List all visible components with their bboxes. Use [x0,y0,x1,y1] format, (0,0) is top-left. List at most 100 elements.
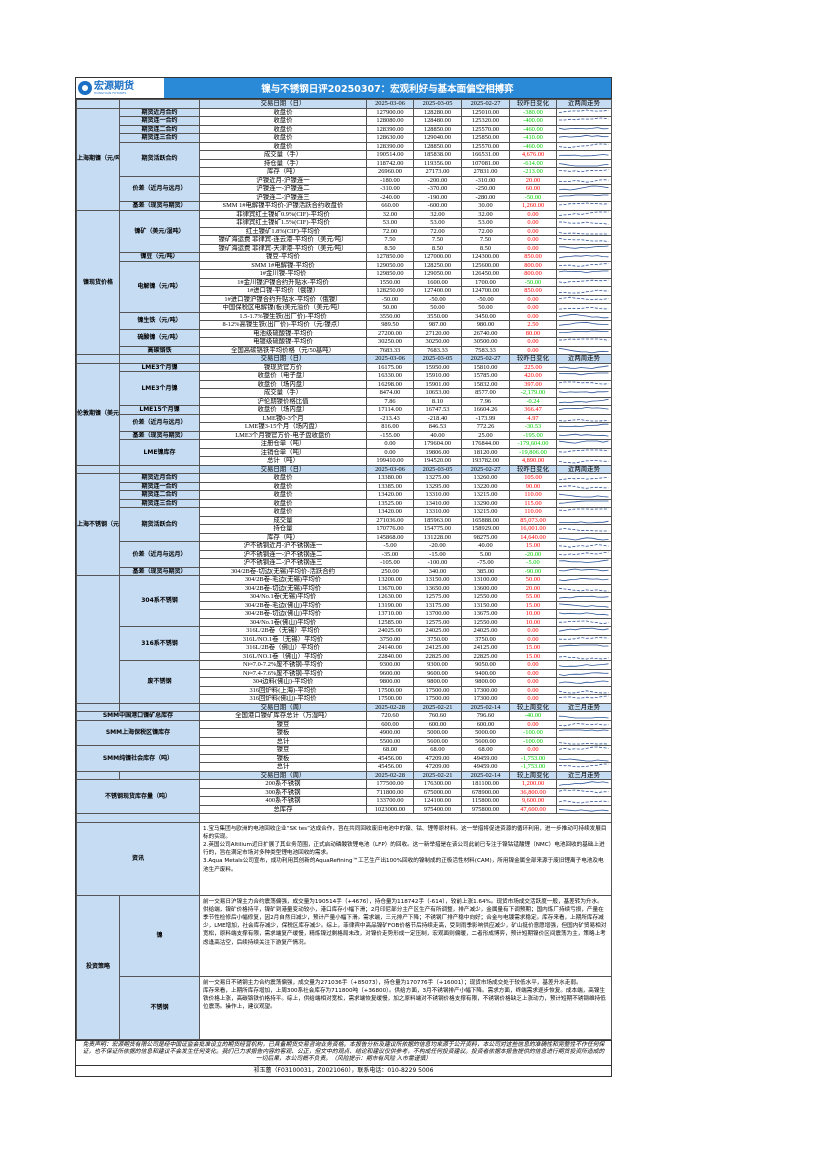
metric-value: 125850.00 [461,133,510,143]
change-value: 90.00 [509,481,557,491]
table-row: 基差（现货与期货） SMM 1#电解镍平均价-沪镍活跃合约收盘价 660.00 -60… [77,201,612,211]
trend-sparkline [558,559,609,564]
trend-cell [556,609,612,619]
metric-value: 13525.00 [366,498,414,508]
metric-value: 13410.00 [413,498,462,508]
metric-name: 300系不锈钢 [199,787,367,797]
metric-value: 12630.00 [366,592,414,602]
trend-cell [556,796,612,806]
metric-name: Ni≈7.4-7.6%废不锈钢-平均价 [199,668,367,678]
metric-value: 975400.00 [413,804,462,814]
trend-sparkline [558,109,609,113]
sparkline-line [558,255,609,259]
metric-value: 13215.00 [461,507,510,517]
metric-value: 5600.00 [461,736,510,746]
table-row: 不锈钢现货库存量（吨） 200系不锈钢 177500.00 176300.00 1811… [76,779,612,814]
metric-name: 电池级硫酸镍-平均价 [199,328,367,338]
trend-sparkline [558,169,609,173]
metric-value: 760.60 [413,711,462,721]
sparkline-line [558,716,609,719]
trend-cell [556,337,612,347]
metric-value: 98275.00 [461,532,510,542]
metric-value: 13215.00 [461,490,510,500]
trend-cell [556,362,612,372]
metric-value: 185838.00 [413,150,462,160]
metric-name: LME镍0-3个月 [199,413,367,423]
metric-name: 镍豆 [199,719,367,729]
sparkline-line [558,460,609,464]
change-value: 1,260.00 [509,201,557,211]
metric-name: 总计 [199,736,367,746]
trend-sparkline [558,789,609,793]
date-label-header: 交易日期（日） [199,464,367,474]
trend-cell [556,456,612,466]
header-blank-cell [119,99,200,109]
metric-value: 13650.00 [413,583,462,593]
metric-name: 1#进口镍沪镍合约升贴水-平均价（俄镍） [199,294,367,304]
data-table: 交易日期（日） 2025-03-06 2025-03-05 2025-02-27 较昨日… [76,99,612,1040]
trend-cell [556,252,612,262]
change-value: 110.00 [509,507,557,517]
trend-sparkline [558,695,609,699]
metric-value: 987.00 [413,320,462,330]
metric-value: 158929.00 [461,524,510,534]
trend-sparkline [558,781,609,787]
trend-sparkline [558,126,609,130]
table-row: 伦敦期镍（美元/吨）LME3个月镍镍现货官方价16175.0015950.001… [76,362,612,466]
trend-cell [556,651,612,661]
metric-value: 5500.00 [366,736,414,746]
table-row: 期货连二合约 收盘价 128390.00 128850.00 125570.00 -460… [77,124,612,134]
change-value: -213.00 [509,167,557,177]
metric-value: 32.00 [366,209,414,219]
change-value: -614.00 [509,158,557,168]
metric-value: 7.50 [461,235,510,245]
sparkline-line [558,596,609,599]
date-column-header: 2025-03-05 [413,464,462,474]
change-value: 0.00 [509,345,557,355]
trend-cell [556,371,612,381]
sparkline-line [558,433,609,437]
metric-value: 115800.00 [461,796,510,806]
table-row: 价差（近月与远月） LME镍0-3个月 -213.43 -218.40 -173.99 4… [77,413,612,432]
trend-cell [556,711,612,721]
trend-sparkline [558,746,609,751]
metric-name: 1#金川镍-平均价 [199,269,367,279]
metric-value: -20.00 [413,541,462,551]
change-value: 115.00 [509,498,557,508]
section-header-row: 交易日期（日） 2025-03-06 2025-03-05 2025-02-27 较昨日… [76,354,612,364]
trend-cell [556,575,612,585]
change-value: 50.00 [509,575,557,585]
metric-value: 50.00 [461,303,510,313]
sparkline-line [559,117,609,121]
metric-name: Ni≈7.0-7.2%废不锈钢-平均价 [199,660,367,670]
metric-value: 124300.00 [461,252,510,262]
spacer-label-cell [76,813,200,823]
metric-value: 125600.00 [461,260,510,270]
metric-value: 9300.00 [413,660,462,670]
table-row: 镍矿海运费 菲律宾-连云港-平均价（美元/吨） 7.50 7.50 7.50 0.00 [77,235,612,245]
metric-name: 收盘价 [199,116,367,126]
sparkline-line [558,407,609,411]
sparkline-line [558,781,609,787]
metric-value: 15901.00 [413,379,462,389]
metric-value: 7.50 [366,235,414,245]
sparkline-line [558,162,609,167]
change-value: 0.00 [509,337,557,347]
metric-value: 129040.00 [413,133,462,143]
metric-value: 9600.00 [413,668,462,678]
metric-value: 22825.00 [413,651,462,661]
trend-cell [556,779,612,789]
trend-cell [556,643,612,653]
change-value: -1,753.00 [509,753,557,763]
strategy-row-stainless: 不锈钢 前一交易日不锈钢主力合约震荡偏强，成交量为271036手（+85073），… [77,975,612,1040]
change-value: 850.00 [509,252,557,262]
table-row: 基差（现货与期货） 304/2B卷-切边(无锡)平均价-活跃合约 250.00 340… [77,566,612,576]
trend-sparkline [558,537,609,541]
paragraph: 2.英国公司Altilium近日扩展了其业务范围，正式启动磷酸铁锂电池（LFP）… [203,841,605,857]
metric-value: 128850.00 [413,141,462,151]
trend-cell [556,549,612,559]
trend-sparkline [558,587,609,592]
trend-cell [556,634,612,644]
metric-value: 107081.00 [461,158,510,168]
date-column-header: 2025-03-06 [366,354,414,364]
